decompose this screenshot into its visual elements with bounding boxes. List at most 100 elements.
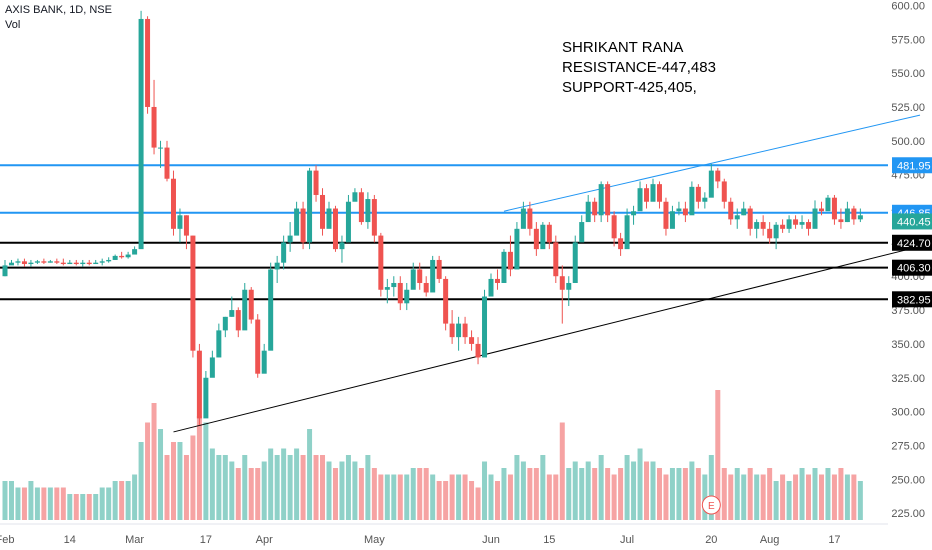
x-tick-label: 17 <box>200 534 212 546</box>
candle-body <box>844 208 850 223</box>
candle-body <box>106 259 112 262</box>
volume-bar <box>339 461 345 520</box>
volume-bar <box>112 481 118 520</box>
volume-bar <box>851 474 857 520</box>
candle-body <box>2 265 8 277</box>
y-tick-label: 250.00 <box>891 474 925 486</box>
volume-bar <box>229 461 235 520</box>
candle-body <box>209 357 215 378</box>
candle-body <box>138 18 144 250</box>
volume-bar <box>689 461 695 520</box>
volume-bar <box>365 455 371 520</box>
candle-body <box>222 316 228 331</box>
candle-body <box>281 242 287 263</box>
volume-bar <box>592 468 598 520</box>
volume-bar <box>611 474 617 520</box>
volume-bar <box>786 481 792 520</box>
volume-bar <box>818 474 824 520</box>
candle-body <box>553 242 559 277</box>
candle-body <box>747 208 753 229</box>
y-tick-label: 600.00 <box>891 0 925 12</box>
candle-body <box>663 201 669 229</box>
volume-bar <box>170 442 176 520</box>
volume-bar <box>469 481 475 520</box>
price-label-text: 440.45 <box>897 216 931 228</box>
price-label-box <box>892 234 932 251</box>
volume-bar <box>313 455 319 520</box>
volume-bar <box>138 442 144 520</box>
volume-bar <box>164 455 170 520</box>
candle-body <box>793 219 799 225</box>
candle-body <box>540 224 546 250</box>
x-tick-label: Jul <box>620 534 634 546</box>
volume-bar <box>708 455 714 520</box>
price-label-box <box>892 157 932 174</box>
candle-body <box>566 282 572 290</box>
y-tick-label: 275.00 <box>891 440 925 452</box>
volume-bar <box>99 487 105 520</box>
volume-bar <box>747 468 753 520</box>
price-label-text: 382.95 <box>897 294 931 306</box>
candle-body <box>320 194 326 229</box>
candle-body <box>47 261 53 263</box>
volume-bar <box>287 455 293 520</box>
candle-body <box>507 251 513 270</box>
volume-bar <box>695 468 701 520</box>
candle-body <box>345 201 351 243</box>
y-tick-label: 350.00 <box>891 339 925 351</box>
candle-body <box>417 269 423 283</box>
volume-bar <box>34 487 40 520</box>
volume-bar <box>73 494 79 520</box>
volume-bar <box>28 481 34 520</box>
note-line-3: SUPPORT-425,405, <box>562 79 697 96</box>
candle-body <box>786 219 792 229</box>
candle-body <box>760 222 766 229</box>
candle-body <box>741 208 747 216</box>
candle-body <box>436 259 442 279</box>
symbol-title: AXIS BANK, 1D, NSE <box>5 4 112 16</box>
volume-bar <box>371 468 377 520</box>
volume-bar <box>812 468 818 520</box>
candle-body <box>851 208 857 220</box>
volume-bar <box>546 474 552 520</box>
price-label-box <box>892 291 932 308</box>
candle-body <box>164 147 170 179</box>
y-tick-label: 500.00 <box>891 136 925 148</box>
volume-bar <box>423 468 429 520</box>
volume-bar <box>222 455 228 520</box>
candle-body <box>268 269 274 351</box>
candle-body <box>60 262 66 265</box>
candle-body <box>404 289 410 304</box>
candle-body <box>598 184 604 216</box>
candle-body <box>650 184 656 202</box>
y-tick-label: 525.00 <box>891 102 925 114</box>
volume-bar <box>799 468 805 520</box>
candle-body <box>229 310 235 317</box>
volume-bar <box>274 455 280 520</box>
volume-bar <box>93 494 99 520</box>
candle-body <box>572 242 578 283</box>
candle-body <box>326 208 332 229</box>
volume-bar <box>631 461 637 520</box>
volume-bar <box>391 474 397 520</box>
candle-body <box>339 242 345 250</box>
volume-bar <box>384 474 390 520</box>
candle-body <box>494 278 500 283</box>
candle-body <box>767 228 773 239</box>
volume-bar <box>119 481 125 520</box>
price-label-box <box>892 259 932 276</box>
volume-bar <box>443 481 449 520</box>
volume-bar <box>358 468 364 520</box>
y-tick-label: 550.00 <box>891 68 925 80</box>
volume-bar <box>41 487 47 520</box>
event-marker-label: E <box>708 501 715 512</box>
volume-bar <box>572 461 578 520</box>
note-line-1: SHRIKANT RANA <box>562 39 684 56</box>
candle-body <box>8 262 14 266</box>
volume-bar <box>132 474 138 520</box>
candle-body <box>656 184 662 202</box>
volume-bar <box>2 481 8 520</box>
volume-bar <box>559 422 565 520</box>
candle-body <box>332 208 338 250</box>
